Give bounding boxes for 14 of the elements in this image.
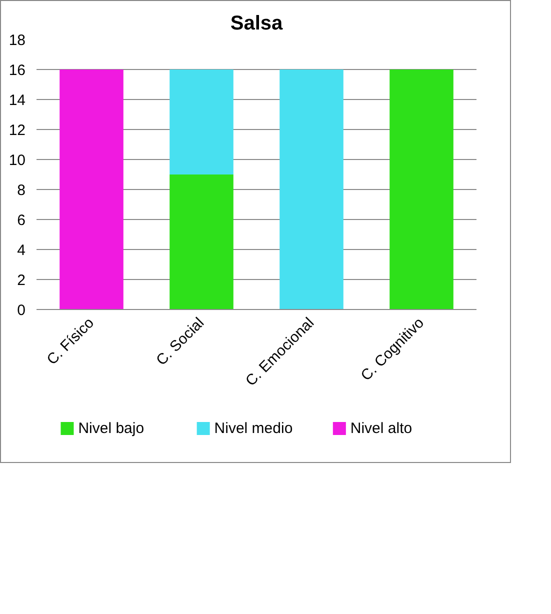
y-tick-label: 0 (17, 302, 26, 319)
y-tick-label: 14 (8, 92, 26, 109)
y-tick-label: 2 (17, 272, 26, 289)
y-tick-label: 8 (17, 182, 26, 199)
y-tick-label: 18 (8, 32, 26, 49)
legend-label: Nivel bajo (78, 420, 144, 437)
y-tick-label: 4 (17, 242, 26, 259)
y-tick-label: 12 (8, 122, 26, 139)
y-tick-label: 10 (8, 152, 26, 169)
y-tick-label: 16 (8, 62, 26, 79)
chart-title: Salsa (230, 12, 284, 34)
legend-label: Nivel medio (214, 420, 293, 437)
legend-label: Nivel alto (350, 420, 412, 437)
y-tick-label: 6 (17, 212, 26, 229)
